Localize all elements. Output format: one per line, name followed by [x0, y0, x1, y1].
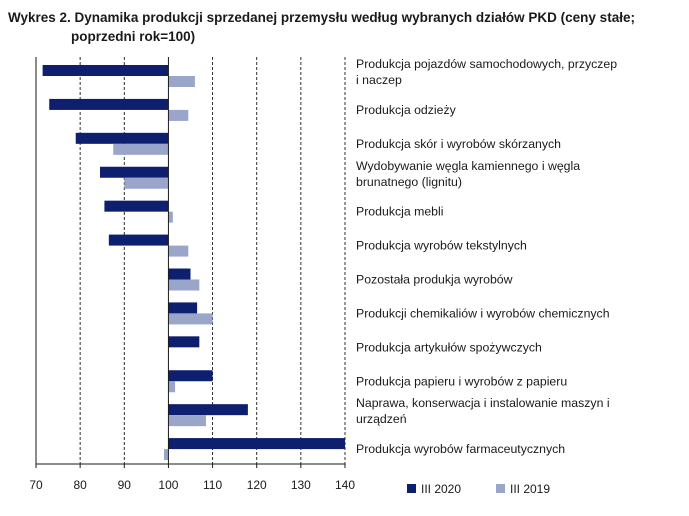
x-tick-label: 110	[203, 478, 222, 492]
x-tick-label: 100	[158, 478, 178, 492]
legend-swatch	[407, 484, 416, 493]
category-label: Produkcja mebli	[356, 205, 443, 219]
chart-title-line2: poprzedni rok=100)	[71, 29, 196, 44]
bar-iii-2019	[168, 381, 176, 393]
category-label: Produkcja skór i wyrobów skórzanych	[356, 137, 561, 151]
category-label: Produkcja pojazdów samochodowych, przycz…	[356, 57, 617, 71]
chart-title-line1: Wykres 2. Dynamika produkcji sprzedanej …	[8, 10, 635, 25]
bar-iii-2019	[168, 279, 200, 291]
bars-layer	[42, 65, 345, 461]
bar-iii-2019	[168, 76, 195, 87]
x-tick-label: 80	[73, 478, 87, 492]
bar-iii-2019	[168, 109, 189, 121]
category-label: Produkcja odzieży	[356, 103, 457, 117]
bar-iii-2020	[168, 302, 198, 314]
bar-iii-2020	[168, 268, 191, 280]
bar-iii-2020	[75, 132, 169, 144]
x-tick-label: 120	[247, 478, 267, 492]
category-label: Produkcja artykułów spożywczych	[356, 340, 542, 354]
category-label: brunatnego (lignitu)	[356, 175, 462, 189]
category-label: Produkcja wyrobów farmaceutycznych	[356, 442, 565, 456]
bar-iii-2019	[168, 313, 213, 325]
category-labels: Produkcja pojazdów samochodowych, przycz…	[356, 57, 617, 456]
bar-iii-2020	[49, 98, 169, 110]
chart-title: Wykres 2. Dynamika produkcji sprzedanej …	[8, 8, 683, 46]
bar-iii-2020	[168, 370, 213, 382]
category-label: Naprawa, konserwacja i instalowanie masz…	[356, 396, 610, 410]
category-label: Pozostała produkja wyrobów	[356, 273, 513, 287]
category-label: Produkcja wyrobów tekstylnych	[356, 239, 527, 253]
x-tick-label: 140	[335, 478, 355, 492]
category-label: Wydobywanie węgla kamiennego i węgla	[356, 159, 580, 173]
category-label: i naczep	[356, 73, 402, 87]
legend-label: III 2020	[421, 482, 461, 496]
legend-label: III 2019	[510, 482, 550, 496]
bar-iii-2019	[124, 177, 169, 189]
bar-iii-2020	[100, 166, 169, 178]
x-tick-label: 90	[118, 478, 132, 492]
bar-iii-2019	[168, 415, 206, 427]
bar-iii-2020	[42, 65, 169, 76]
bar-iii-2020	[168, 438, 345, 450]
bar-iii-2019	[164, 449, 169, 461]
bar-iii-2019	[113, 143, 169, 155]
bar-iii-2019	[168, 211, 173, 223]
bar-iii-2020	[168, 336, 200, 348]
bar-iii-2020	[104, 200, 169, 212]
axis-layer: 70 80 90 100 110 120 130 140	[29, 57, 355, 492]
x-tick-label: 70	[29, 478, 43, 492]
grid-layer	[79, 57, 346, 464]
bar-iii-2019	[168, 245, 189, 257]
bar-iii-2020	[108, 234, 169, 246]
category-label: urządzeń	[356, 412, 407, 426]
bar-iii-2020	[168, 404, 248, 416]
legend: III 2020 III 2019	[407, 482, 550, 496]
x-tick-label: 130	[291, 478, 311, 492]
category-label: Produkcji chemikaliów i wyrobów chemiczn…	[356, 306, 610, 320]
legend-swatch	[496, 484, 505, 493]
category-label: Produkcja papieru i wyrobów z papieru	[356, 374, 567, 388]
